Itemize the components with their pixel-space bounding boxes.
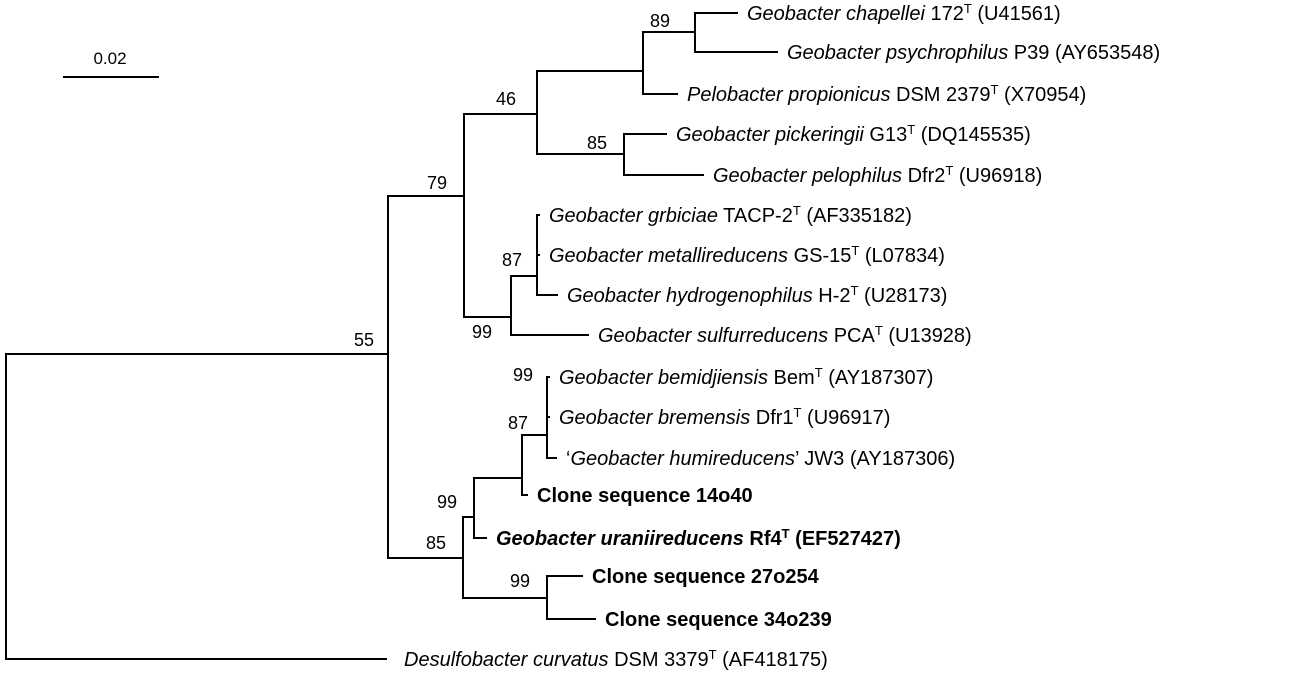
taxon-label: Geobacter sulfurreducens PCAT (U13928) <box>598 323 972 348</box>
type-strain-marker: T <box>851 243 859 258</box>
taxon-strain: DSM 2379 <box>890 84 990 106</box>
taxon-label: Geobacter pickeringii G13T (DQ145535) <box>676 122 1031 147</box>
scale-bar-label: 0.02 <box>93 49 126 68</box>
taxon-accession: (AY653548) <box>1049 42 1160 64</box>
bootstrap-label: 55 <box>354 330 374 350</box>
taxon-accession: (U96917) <box>802 407 891 429</box>
quote-mark: ‘ <box>566 448 570 470</box>
taxon-strain: Dfr2 <box>902 165 945 187</box>
taxon-species-name: Geobacter metallireducens <box>549 245 788 267</box>
taxon-species-name: Geobacter bremensis <box>559 407 750 429</box>
taxon-species-name: Geobacter psychrophilus <box>787 42 1008 64</box>
taxon-species-name: Geobacter pickeringii <box>676 124 864 146</box>
taxon-label: Clone sequence 34o239 <box>605 609 832 631</box>
tree-branches <box>5 12 778 660</box>
bootstrap-label: 87 <box>502 250 522 270</box>
type-strain-marker: T <box>793 203 801 218</box>
type-strain-marker: T <box>851 283 859 298</box>
bootstrap-label: 85 <box>426 533 446 553</box>
taxon-label: Geobacter hydrogenophilus H-2T (U28173) <box>567 283 947 308</box>
taxon-species-name: Geobacter hydrogenophilus <box>567 285 813 307</box>
type-strain-marker: T <box>709 647 717 662</box>
taxon-label: Geobacter psychrophilus P39 (AY653548) <box>787 42 1160 64</box>
bootstrap-label: 99 <box>513 365 533 385</box>
taxon-labels: Geobacter chapellei 172T (U41561)Geobact… <box>404 1 1160 672</box>
taxon-strain: TACP-2 <box>718 205 793 227</box>
taxon-species-name: Desulfobacter curvatus <box>404 649 609 671</box>
taxon-strain: Clone sequence 34o239 <box>605 609 832 631</box>
bootstrap-label: 99 <box>472 322 492 342</box>
scale-bar: 0.02 <box>63 49 159 78</box>
taxon-accession: (AY187306) <box>844 448 955 470</box>
bootstrap-values: 89 46 85 79 87 99 55 99 87 99 85 99 <box>354 11 670 591</box>
type-strain-marker: T <box>794 405 802 420</box>
type-strain-marker: T <box>991 82 999 97</box>
taxon-strain: Rf4 <box>744 528 783 550</box>
bootstrap-label: 87 <box>508 413 528 433</box>
taxon-label: Geobacter pelophilus Dfr2T (U96918) <box>713 163 1042 188</box>
taxon-label: Desulfobacter curvatus DSM 3379T (AF4181… <box>404 647 828 672</box>
bootstrap-label: 99 <box>510 571 530 591</box>
taxon-accession: (AF335182) <box>801 205 912 227</box>
taxon-species-name: Geobacter sulfurreducens <box>598 325 828 347</box>
taxon-strain: PCA <box>828 325 875 347</box>
taxon-label: Geobacter uraniireducens Rf4T (EF527427) <box>496 526 901 551</box>
type-strain-marker: T <box>907 122 915 137</box>
type-strain-marker: T <box>815 365 823 380</box>
taxon-label: Geobacter metallireducens GS-15T (L07834… <box>549 243 945 268</box>
bootstrap-label: 85 <box>587 133 607 153</box>
taxon-label: Geobacter bremensis Dfr1T (U96917) <box>559 405 890 430</box>
bootstrap-label: 79 <box>427 173 447 193</box>
taxon-strain: 172 <box>925 3 964 25</box>
taxon-strain: Clone sequence 27o254 <box>592 566 820 588</box>
taxon-species-name: Geobacter bemidjiensis <box>559 367 768 389</box>
taxon-accession: (AF418175) <box>717 649 828 671</box>
taxon-species-name: Geobacter pelophilus <box>713 165 902 187</box>
taxon-label: Geobacter chapellei 172T (U41561) <box>747 1 1061 26</box>
bootstrap-label: 89 <box>650 11 670 31</box>
type-strain-marker: T <box>782 526 790 541</box>
taxon-accession: (U96918) <box>953 165 1042 187</box>
taxon-accession: (U41561) <box>972 3 1061 25</box>
type-strain-marker: T <box>875 323 883 338</box>
taxon-label: Geobacter grbiciae TACP-2T (AF335182) <box>549 203 912 228</box>
taxon-strain: G13 <box>864 124 907 146</box>
taxon-species-name: Geobacter uraniireducens <box>496 528 744 550</box>
taxon-accession: (EF527427) <box>790 528 901 550</box>
taxon-accession: (AY187307) <box>823 367 934 389</box>
taxon-label: ‘Geobacter humireducens’ JW3 (AY187306) <box>566 448 955 470</box>
taxon-label: Clone sequence 14o40 <box>537 485 753 507</box>
taxon-strain: Dfr1 <box>750 407 793 429</box>
taxon-species-name: Geobacter chapellei <box>747 3 925 25</box>
taxon-accession: (L07834) <box>859 245 945 267</box>
bootstrap-label: 46 <box>496 89 516 109</box>
type-strain-marker: T <box>945 163 953 178</box>
taxon-accession: (DQ145535) <box>915 124 1031 146</box>
taxon-label: Geobacter bemidjiensis BemT (AY187307) <box>559 365 933 390</box>
taxon-strain: Bem <box>768 367 815 389</box>
bootstrap-label: 99 <box>437 492 457 512</box>
taxon-strain: H-2 <box>813 285 851 307</box>
taxon-strain: P39 <box>1008 42 1049 64</box>
taxon-strain: GS-15 <box>788 245 851 267</box>
quote-mark: ’ <box>795 448 799 470</box>
taxon-label: Clone sequence 27o254 <box>592 566 820 588</box>
taxon-species-name: Pelobacter propionicus <box>687 84 890 106</box>
taxon-strain: JW3 <box>799 448 845 470</box>
taxon-species-name: Geobacter grbiciae <box>549 205 718 227</box>
type-strain-marker: T <box>964 1 972 16</box>
taxon-accession: (U13928) <box>883 325 972 347</box>
taxon-species-name: Geobacter humireducens <box>570 448 795 470</box>
taxon-accession: (U28173) <box>858 285 947 307</box>
taxon-strain: DSM 3379 <box>609 649 709 671</box>
taxon-label: Pelobacter propionicus DSM 2379T (X70954… <box>687 82 1086 107</box>
taxon-strain: Clone sequence 14o40 <box>537 485 753 507</box>
taxon-accession: (X70954) <box>998 84 1086 106</box>
